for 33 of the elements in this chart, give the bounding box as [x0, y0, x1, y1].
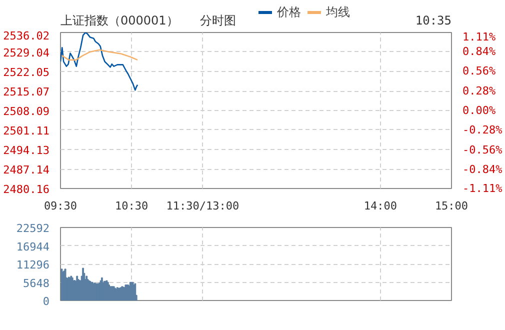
y2-tick-label: 0.00%: [462, 104, 496, 117]
y-tick-label: 2508.09: [3, 105, 50, 118]
y-tick-label: 16944: [16, 240, 50, 254]
y-tick-label: 2480.16: [3, 183, 50, 196]
y-tick-label: 11296: [16, 258, 50, 272]
y2-tick-label: -0.28%: [462, 124, 503, 137]
y2-tick-label: 1.11%: [462, 30, 496, 44]
y2-tick-label: 0.56%: [462, 64, 496, 78]
y-tick-label: 2494.13: [3, 144, 50, 157]
x-tick-label: 15:00: [434, 200, 468, 212]
x-tick-label: 14:00: [364, 200, 397, 212]
y-tick-label: 2536.02: [3, 30, 50, 42]
y2-tick-label: -1.11%: [462, 182, 503, 195]
y-tick-label: 2529.04: [3, 46, 50, 60]
y2-tick-label: 0.28%: [462, 84, 496, 98]
x-tick-label: 10:30: [115, 200, 148, 212]
y-tick-label: 5648: [23, 276, 50, 290]
x-tick-label: 09:30: [44, 200, 78, 212]
chart-title: 上证指数（000001）: [60, 14, 178, 28]
y2-tick-label: -0.56%: [462, 143, 503, 156]
y2-tick-label: 0.84%: [462, 44, 496, 58]
text: 10:35: [415, 14, 452, 28]
y-tick-label: 22592: [16, 222, 50, 235]
y-tick-label: 2515.07: [3, 86, 50, 99]
y-tick-label: 2522.05: [3, 66, 50, 80]
y-tick-label: 0: [42, 295, 50, 308]
chart-subtitle: 分时图: [200, 14, 236, 28]
y-tick-label: 2487.14: [3, 164, 50, 177]
legend-label: 均线: [326, 4, 350, 20]
y2-tick-label: -0.84%: [462, 163, 503, 176]
x-tick-label: 11:30/13:00: [166, 200, 240, 212]
y-tick-label: 2501.11: [3, 124, 50, 138]
legend-label: 价格: [277, 4, 301, 20]
